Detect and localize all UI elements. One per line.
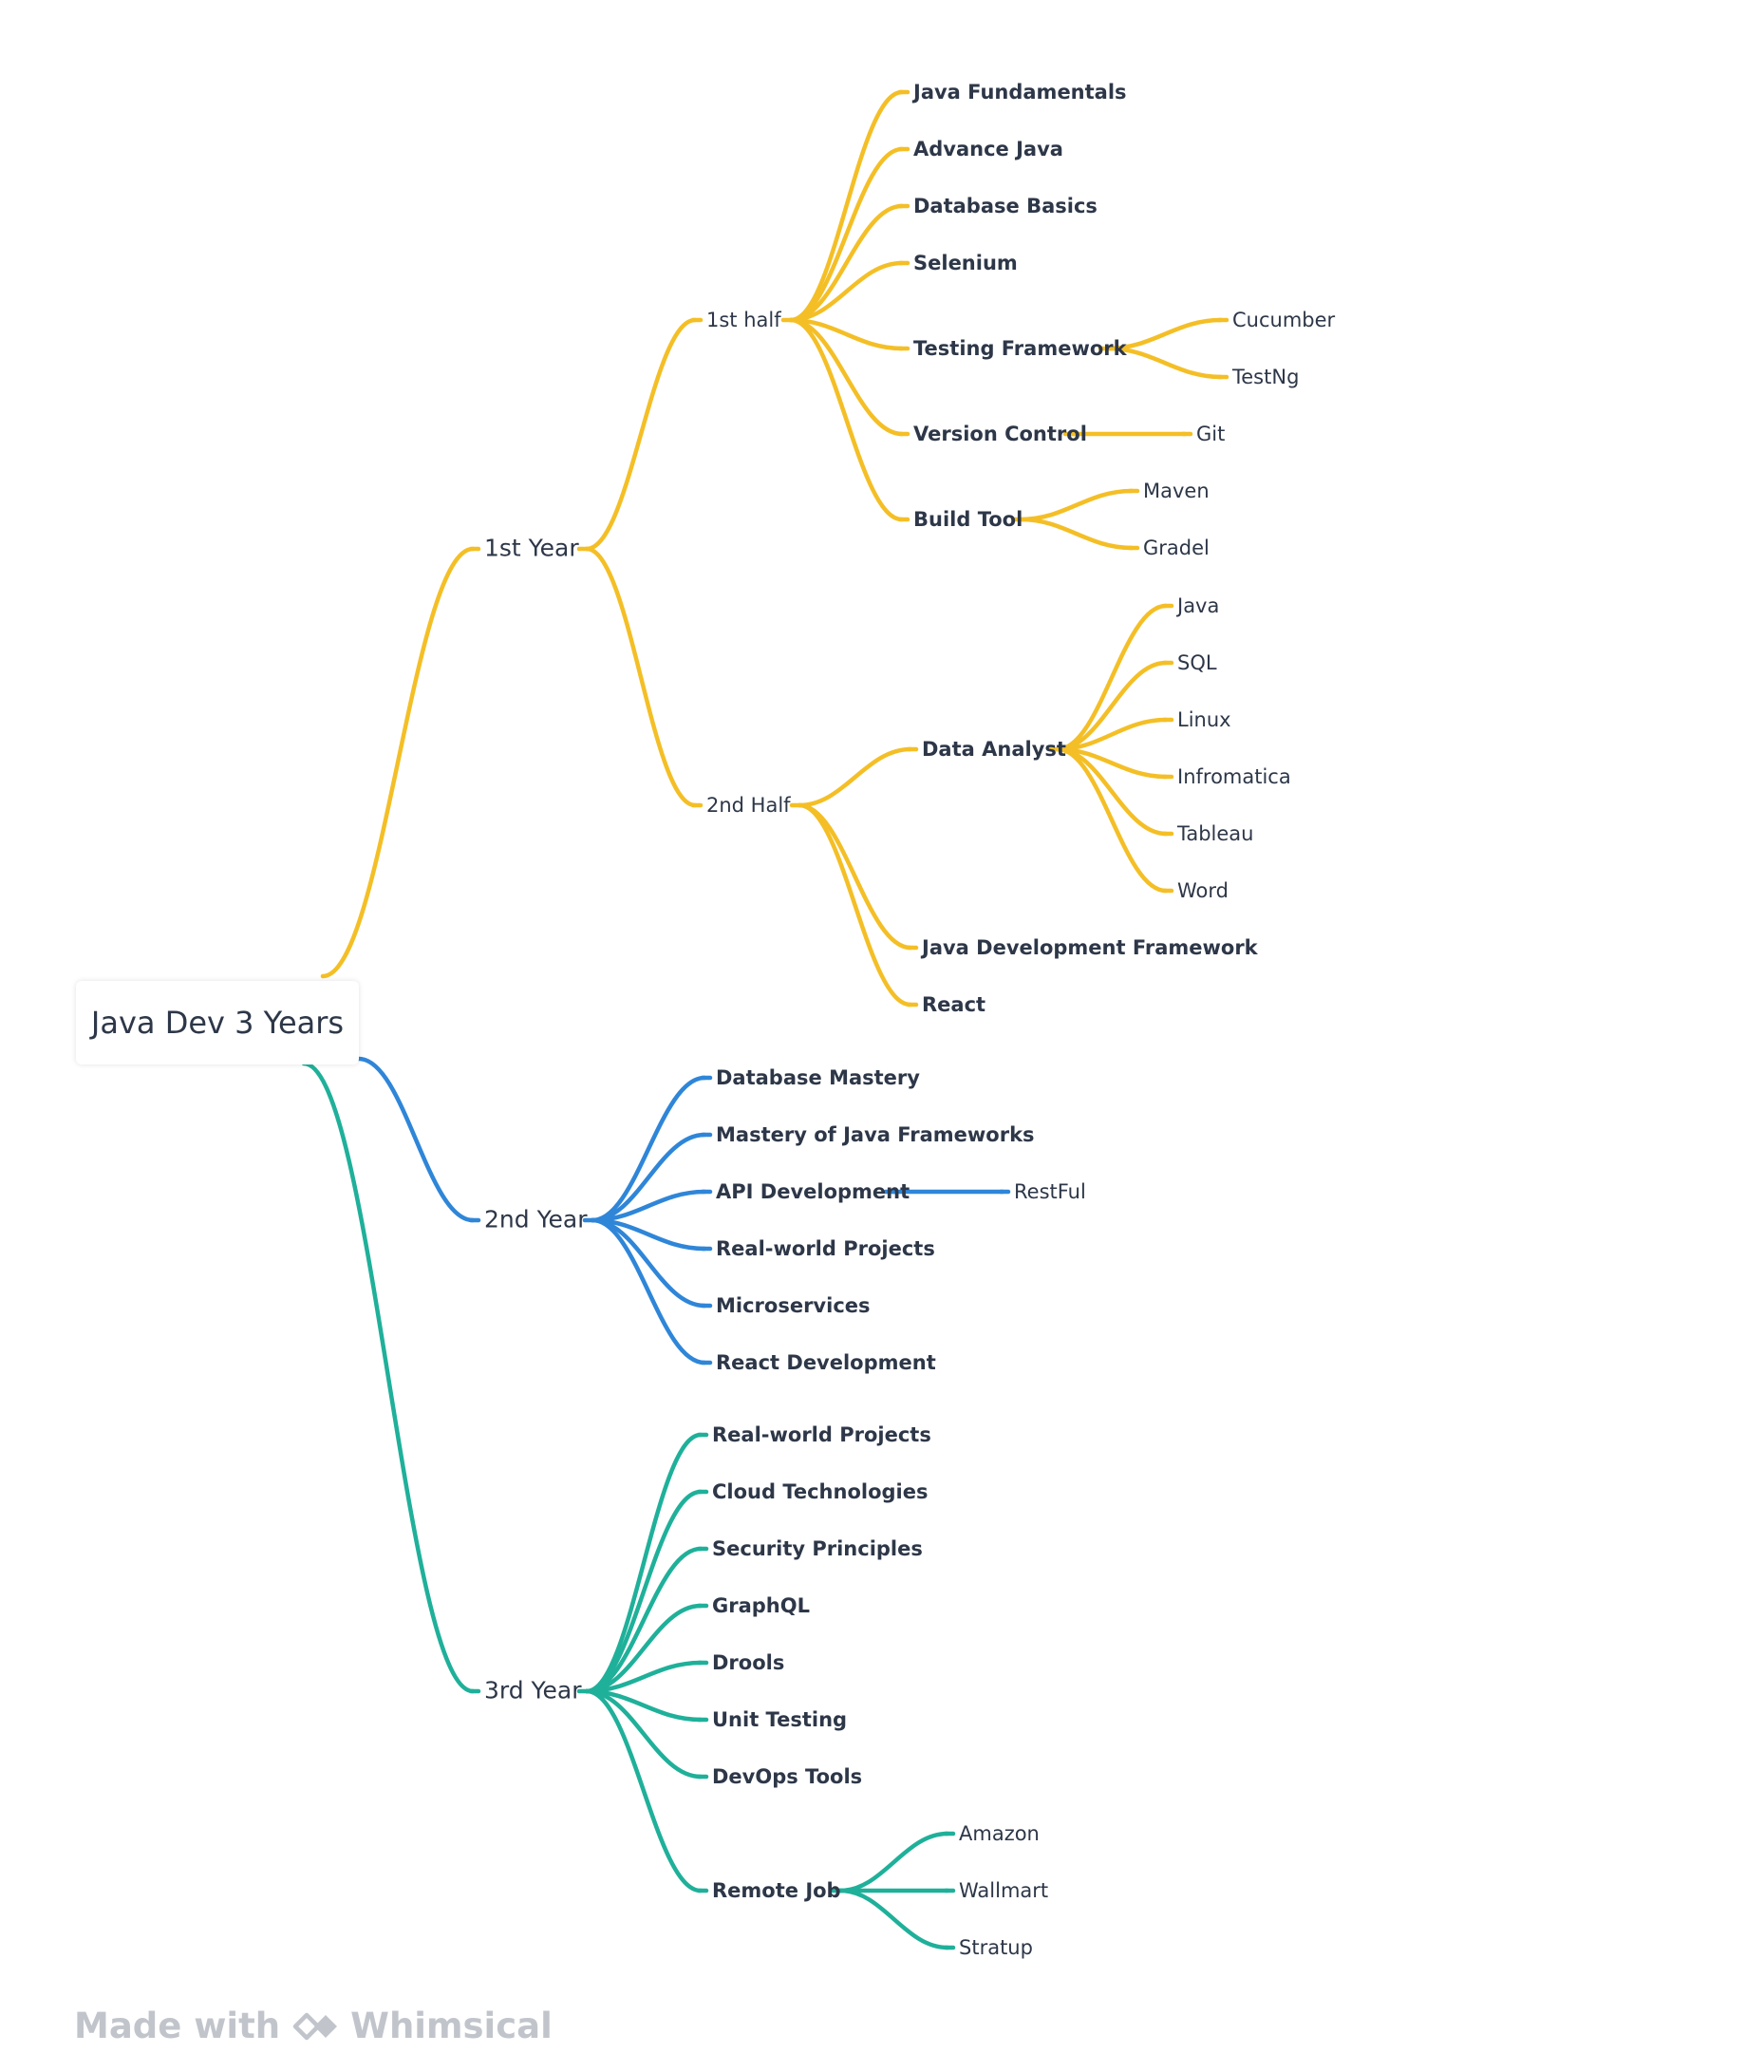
topic-node[interactable]: API Development (716, 1179, 910, 1203)
subtopic-node[interactable]: Linux (1177, 707, 1231, 731)
connector-line (301, 1061, 476, 1694)
connector-line (1018, 488, 1135, 522)
subtopic-node[interactable]: Database Basics (913, 194, 1098, 217)
subtopic-node[interactable]: Testing Framework (913, 336, 1127, 360)
connector-line (837, 1831, 950, 1893)
subtopic-node[interactable]: Data Analyst (922, 737, 1066, 761)
connector-line (584, 1489, 704, 1694)
connector-line (788, 317, 905, 522)
subtopic-node[interactable]: Java Fundamentals (913, 80, 1127, 104)
subtopic-node[interactable]: RestFul (1014, 1179, 1086, 1203)
whimsical-logo-icon (292, 2012, 338, 2040)
connector-line (837, 1888, 950, 1950)
subtopic-node[interactable]: Stratup (959, 1935, 1033, 1959)
topic-node[interactable]: Database Mastery (716, 1065, 920, 1089)
connector-line (1055, 603, 1169, 752)
connector-line (788, 146, 905, 323)
connector-line (797, 802, 913, 1008)
connector-line (584, 1688, 704, 1893)
connector-line (1055, 660, 1169, 752)
connector-line (788, 317, 905, 351)
connector-line (590, 1217, 707, 1366)
root-node-label: Java Dev 3 Years (90, 1005, 345, 1041)
topic-node[interactable]: Microservices (716, 1293, 871, 1317)
connector-line (797, 802, 913, 951)
watermark-brand: Whimsical (350, 2006, 553, 2046)
subtopic-node[interactable]: SQL (1177, 650, 1217, 674)
connector-line (584, 1432, 704, 1694)
topic-node[interactable]: 2nd Half (706, 793, 791, 817)
connector-line (584, 546, 698, 808)
subtopic-node[interactable]: Cucumber (1232, 308, 1336, 331)
subtopic-node[interactable]: Gradel (1143, 536, 1210, 559)
connector-line (797, 746, 913, 808)
subtopic-node[interactable]: Maven (1143, 479, 1210, 502)
connector-line (788, 203, 905, 323)
topic-node[interactable]: GraphQL (712, 1593, 810, 1617)
topic-node[interactable]: Mastery of Java Frameworks (716, 1122, 1035, 1146)
topic-node[interactable]: Remote Job (712, 1878, 841, 1902)
subtopic-node[interactable]: TestNg (1232, 365, 1300, 388)
connector-line (1018, 517, 1135, 551)
subtopic-node[interactable]: Version Control (913, 422, 1087, 445)
connector-line (320, 546, 476, 979)
topic-node[interactable]: Real-world Projects (712, 1422, 931, 1446)
topic-node[interactable]: DevOps Tools (712, 1764, 863, 1788)
subtopic-node[interactable]: Amazon (959, 1821, 1040, 1845)
topic-node[interactable]: Security Principles (712, 1536, 923, 1560)
connector-line (584, 1688, 704, 1780)
watermark-made-with: Made with (74, 2006, 281, 2046)
subtopic-node[interactable]: Git (1196, 422, 1226, 445)
connector-line (584, 317, 698, 552)
branch-node[interactable]: 2nd Year (484, 1205, 588, 1234)
subtopic-node[interactable]: Wallmart (959, 1878, 1049, 1902)
topic-node[interactable]: 1st half (706, 308, 781, 331)
topic-node[interactable]: Real-world Projects (716, 1236, 935, 1260)
watermark: Made with Whimsical (74, 2006, 553, 2046)
topic-node[interactable]: Drools (712, 1650, 785, 1674)
connector-line (590, 1132, 707, 1223)
connector-line (590, 1075, 707, 1223)
subtopic-node[interactable]: Tableau (1177, 821, 1254, 845)
connector-line (788, 317, 905, 437)
branch-node[interactable]: 1st Year (484, 534, 579, 562)
connector-line (788, 89, 905, 323)
connector-line (584, 1546, 704, 1694)
topic-node[interactable]: React Development (716, 1350, 936, 1374)
subtopic-node[interactable]: React (922, 992, 986, 1016)
subtopic-node[interactable]: Infromatica (1177, 764, 1291, 788)
connector-line (356, 1056, 476, 1223)
topic-node[interactable]: Unit Testing (712, 1707, 848, 1731)
subtopic-node[interactable]: Selenium (913, 251, 1018, 274)
connector-line (788, 260, 905, 323)
subtopic-node[interactable]: Word (1177, 878, 1229, 902)
connector-line (584, 1603, 704, 1694)
subtopic-node[interactable]: Java (1177, 593, 1220, 617)
subtopic-node[interactable]: Advance Java (913, 137, 1063, 160)
connector-line (1105, 346, 1224, 380)
connector-line (1055, 746, 1169, 894)
subtopic-node[interactable]: Java Development Framework (922, 935, 1258, 959)
root-node[interactable]: Java Dev 3 Years (76, 981, 359, 1064)
subtopic-node[interactable]: Build Tool (913, 507, 1023, 531)
topic-node[interactable]: Cloud Technologies (712, 1479, 929, 1503)
branch-node[interactable]: 3rd Year (484, 1676, 582, 1705)
